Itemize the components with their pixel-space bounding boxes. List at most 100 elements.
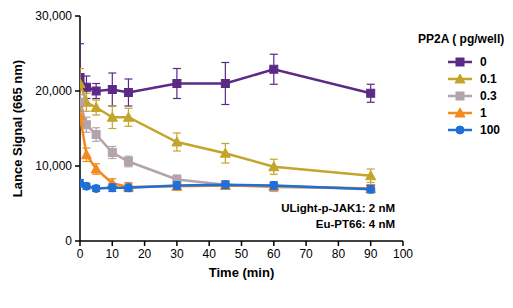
point xyxy=(91,103,101,112)
x-tick-label: 80 xyxy=(332,247,346,261)
legend-marker xyxy=(456,58,464,66)
point xyxy=(124,158,132,166)
error-cap xyxy=(221,104,229,105)
error-cap xyxy=(173,150,181,151)
point xyxy=(108,149,116,157)
error-bar xyxy=(173,183,181,191)
error-bar xyxy=(221,181,229,189)
x-tick-label: 60 xyxy=(267,247,281,261)
point xyxy=(221,181,229,189)
series xyxy=(80,69,376,183)
y-tick xyxy=(75,165,80,167)
point xyxy=(92,131,100,139)
point xyxy=(270,65,278,73)
series xyxy=(80,95,375,193)
series-line xyxy=(80,116,371,189)
error-bar xyxy=(173,133,181,151)
error-bar xyxy=(367,169,375,183)
y-tick xyxy=(75,15,80,17)
error-bar xyxy=(270,182,278,190)
y-axis xyxy=(79,16,81,241)
error-cap xyxy=(270,174,278,175)
x-tick-label: 30 xyxy=(170,247,184,261)
x-tick-label: 40 xyxy=(203,247,217,261)
point xyxy=(81,150,91,159)
point xyxy=(92,185,100,193)
point xyxy=(172,137,182,146)
series-line xyxy=(80,102,371,188)
chart: 010,00020,00030,000010203040506070809010… xyxy=(0,0,513,308)
error-cap xyxy=(80,94,84,95)
point xyxy=(91,164,101,173)
error-cap xyxy=(173,132,181,133)
error-cap xyxy=(92,114,100,115)
error-cap xyxy=(80,106,84,107)
error-bar xyxy=(270,183,278,191)
point xyxy=(221,181,229,189)
error-cap xyxy=(92,174,100,175)
error-bar xyxy=(221,181,229,189)
error-bar xyxy=(221,144,229,164)
error-cap xyxy=(221,62,229,63)
point xyxy=(220,148,230,157)
series-line xyxy=(80,69,371,93)
point xyxy=(367,89,375,97)
series-line xyxy=(80,84,371,176)
x-tick-label: 20 xyxy=(138,247,152,261)
x-tick xyxy=(112,241,114,246)
point xyxy=(173,182,181,190)
error-cap xyxy=(124,156,132,157)
error-bar xyxy=(367,186,375,194)
error-cap xyxy=(367,168,375,169)
point xyxy=(366,171,376,180)
legend-entry: 100 xyxy=(448,123,500,137)
point xyxy=(92,87,100,95)
error-cap xyxy=(108,128,116,129)
x-tick xyxy=(176,241,178,246)
error-bar xyxy=(124,108,132,126)
point xyxy=(124,184,132,192)
error-cap xyxy=(367,84,375,85)
error-cap xyxy=(92,83,100,84)
y-tick-label: 20,000 xyxy=(35,84,72,98)
series xyxy=(80,179,375,193)
legend-label: 0.3 xyxy=(480,89,497,103)
legend-marker xyxy=(456,126,464,134)
error-cap xyxy=(124,126,132,127)
x-tick-label: 0 xyxy=(77,247,84,261)
error-bar xyxy=(80,44,84,112)
error-bar xyxy=(173,69,181,99)
point xyxy=(80,79,85,88)
error-bar xyxy=(82,183,90,189)
y-axis-label: Lance Signal (665 nm) xyxy=(10,60,25,197)
error-bar xyxy=(124,184,132,192)
legend-label: 0.1 xyxy=(480,72,497,86)
error-bar xyxy=(221,63,229,105)
error-bar xyxy=(108,73,116,106)
point xyxy=(269,181,279,190)
y-tick-label: 10,000 xyxy=(35,159,72,173)
error-bar xyxy=(270,159,278,174)
error-cap xyxy=(173,68,181,69)
error-cap xyxy=(92,127,100,128)
point xyxy=(108,184,116,192)
error-cap xyxy=(221,143,229,144)
legend-marker xyxy=(456,92,464,100)
error-bar xyxy=(367,185,375,193)
x-tick xyxy=(370,241,372,246)
point xyxy=(220,181,230,190)
x-tick xyxy=(305,241,307,246)
x-tick-label: 70 xyxy=(299,247,313,261)
error-bar xyxy=(367,185,375,193)
legend-entry: 0.1 xyxy=(448,72,497,86)
y-tick xyxy=(75,90,80,92)
x-tick-label: 100 xyxy=(393,247,413,261)
point xyxy=(366,184,376,193)
point xyxy=(123,182,133,191)
annotation: ULight-p-JAK1: 2 nM xyxy=(281,202,395,214)
x-tick xyxy=(79,241,81,246)
legend-entry: 1 xyxy=(448,106,487,120)
error-cap xyxy=(270,84,278,85)
x-tick xyxy=(402,241,404,246)
error-cap xyxy=(108,72,116,73)
